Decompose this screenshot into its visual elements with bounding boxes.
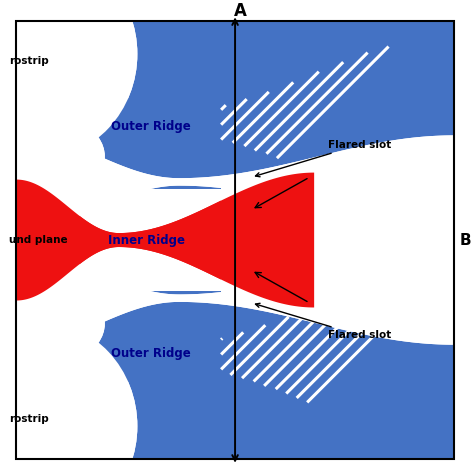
Ellipse shape <box>0 21 86 217</box>
Text: Outer Ridge: Outer Ridge <box>111 347 191 361</box>
Ellipse shape <box>0 0 137 159</box>
Polygon shape <box>17 133 454 231</box>
Ellipse shape <box>0 321 137 474</box>
Ellipse shape <box>0 321 137 474</box>
Text: rostrip: rostrip <box>9 56 49 66</box>
Polygon shape <box>17 249 454 347</box>
Ellipse shape <box>0 273 105 375</box>
Ellipse shape <box>0 263 86 459</box>
Text: und plane: und plane <box>9 235 68 245</box>
Polygon shape <box>17 133 454 231</box>
Text: Outer Ridge: Outer Ridge <box>111 119 191 133</box>
Ellipse shape <box>0 105 105 208</box>
Bar <box>17 21 454 189</box>
Text: B: B <box>459 233 471 247</box>
Text: Inner Ridge: Inner Ridge <box>108 234 185 246</box>
Polygon shape <box>17 31 454 217</box>
Text: Flared slot: Flared slot <box>255 303 392 340</box>
Text: A: A <box>234 2 247 20</box>
Bar <box>221 183 454 297</box>
Ellipse shape <box>0 0 137 159</box>
Polygon shape <box>17 173 314 308</box>
Bar <box>17 291 454 459</box>
Polygon shape <box>17 263 454 449</box>
Polygon shape <box>17 173 314 308</box>
Polygon shape <box>17 249 454 347</box>
Text: rostrip: rostrip <box>9 414 49 424</box>
Ellipse shape <box>0 105 105 208</box>
Ellipse shape <box>0 21 86 217</box>
Text: Flared slot: Flared slot <box>255 140 392 177</box>
Ellipse shape <box>0 263 86 459</box>
Ellipse shape <box>0 273 105 375</box>
